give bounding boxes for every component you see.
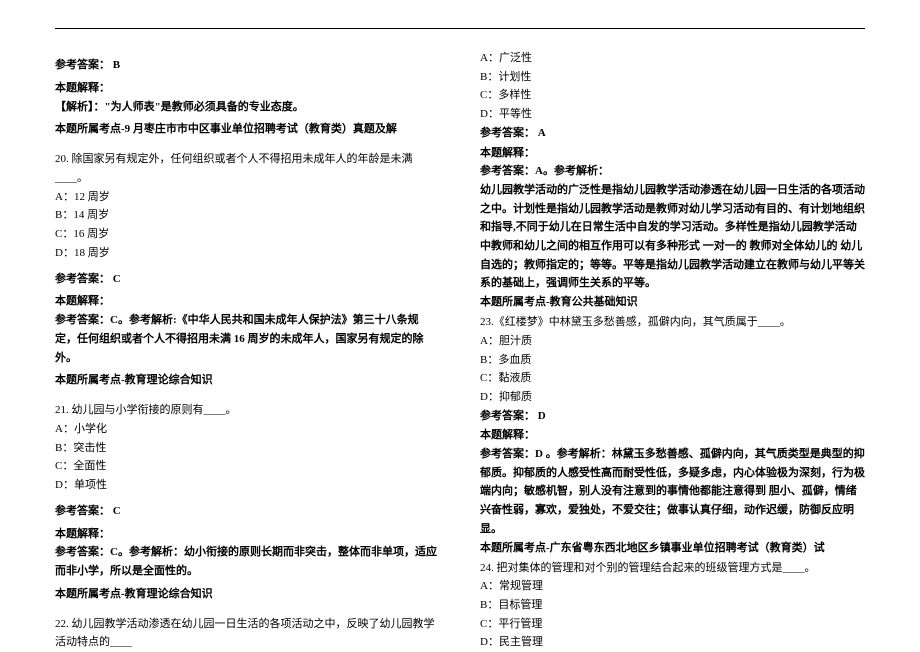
right-column: A：广泛性 B：计划性 C：多样性 D：平等性 参考答案： A 本题解释： 参考… xyxy=(480,49,865,652)
option-c: C：16 周岁 xyxy=(55,225,440,244)
question-22-options: A：广泛性 B：计划性 C：多样性 D：平等性 xyxy=(480,49,865,124)
explain-title: 本题解释： xyxy=(480,144,865,163)
explain-body: 参考答案：C。参考解析：幼小衔接的原则长期而非突击，整体而非单项，适应而非小学，… xyxy=(55,543,440,580)
question-stem: 24. 把对集体的管理和对个别的管理结合起来的班级管理方式是____。 xyxy=(480,559,865,578)
question-24: 24. 把对集体的管理和对个别的管理结合起来的班级管理方式是____。 A：常规… xyxy=(480,559,865,652)
option-a: A：广泛性 xyxy=(480,49,865,68)
option-d: D：18 周岁 xyxy=(55,244,440,263)
answer-20: 参考答案： C xyxy=(55,270,440,289)
option-b: B：计划性 xyxy=(480,68,865,87)
topic-19: 本题所属考点-9 月枣庄市市中区事业单位招聘考试（教育类）真题及解 xyxy=(55,120,440,139)
left-column: 参考答案： B 本题解释： 【解析】："为人师表"是教师必须具备的专业态度。 本… xyxy=(55,49,440,652)
option-d: D：单项性 xyxy=(55,476,440,495)
option-b: B：14 周岁 xyxy=(55,206,440,225)
option-d: D：抑郁质 xyxy=(480,388,865,407)
topic-20: 本题所属考点-教育理论综合知识 xyxy=(55,371,440,390)
answer-21: 参考答案： C xyxy=(55,502,440,521)
topic-21: 本题所属考点-教育理论综合知识 xyxy=(55,585,440,604)
option-a: A：12 周岁 xyxy=(55,188,440,207)
explain-title: 本题解释： xyxy=(55,292,440,311)
option-c: C：全面性 xyxy=(55,457,440,476)
page: 参考答案： B 本题解释： 【解析】："为人师表"是教师必须具备的专业态度。 本… xyxy=(55,49,865,652)
top-divider xyxy=(55,28,865,29)
explain-body: 参考答案：C。参考解析:《中华人民共和国未成年人保护法》第三十八条规定，任何组织… xyxy=(55,311,440,367)
option-d: D：平等性 xyxy=(480,105,865,124)
answer-value: B xyxy=(113,59,120,71)
explain-body-cont: 幼儿园教学活动的广泛性是指幼儿园教学活动渗透在幼儿园一日生活的各项活动之中。计划… xyxy=(480,181,865,293)
explain-body-line1: 参考答案：A。参考解析： xyxy=(480,162,865,181)
question-21: 21. 幼儿园与小学衔接的原则有____。 A：小学化 B：突击性 C：全面性 … xyxy=(55,401,440,494)
option-a: A：小学化 xyxy=(55,420,440,439)
answer-label: 参考答案： xyxy=(55,505,110,517)
answer-label: 参考答案： xyxy=(55,273,110,285)
option-b: B：突击性 xyxy=(55,439,440,458)
option-c: C：黏液质 xyxy=(480,369,865,388)
explain-body: 【解析】："为人师表"是教师必须具备的专业态度。 xyxy=(55,98,440,117)
option-a: A：常规管理 xyxy=(480,577,865,596)
question-22-stem: 22. 幼儿园教学活动渗透在幼儿园一日生活的各项活动之中，反映了幼儿园教学活动特… xyxy=(55,615,440,652)
question-stem: 21. 幼儿园与小学衔接的原则有____。 xyxy=(55,401,440,420)
answer-value: C xyxy=(113,273,121,285)
question-stem: 23.《红楼梦》中林黛玉多愁善感，孤僻内向，其气质属于____。 xyxy=(480,313,865,332)
answer-label: 参考答案： xyxy=(480,410,535,422)
answer-19: 参考答案： B xyxy=(55,56,440,75)
answer-22: 参考答案： A xyxy=(480,124,865,143)
answer-label: 参考答案： xyxy=(55,59,110,71)
topic-23: 本题所属考点-广东省粤东西北地区乡镇事业单位招聘考试（教育类）试 xyxy=(480,539,865,558)
explain-body: 参考答案：D 。参考解析：林黛玉多愁善感、孤僻内向，其气质类型是典型的抑郁质。抑… xyxy=(480,445,865,538)
explain-19: 本题解释： 【解析】："为人师表"是教师必须具备的专业态度。 xyxy=(55,79,440,116)
question-stem: 20. 除国家另有规定外，任何组织或者个人不得招用未成年人的年龄是未满____。 xyxy=(55,150,440,187)
answer-label: 参考答案： xyxy=(480,127,535,139)
explain-22: 本题解释： 参考答案：A。参考解析： 幼儿园教学活动的广泛性是指幼儿园教学活动渗… xyxy=(480,144,865,294)
answer-value: A xyxy=(538,127,546,139)
option-c: C：多样性 xyxy=(480,86,865,105)
answer-value: C xyxy=(113,505,121,517)
explain-title: 本题解释： xyxy=(55,525,440,544)
option-d: D：民主管理 xyxy=(480,633,865,652)
question-20: 20. 除国家另有规定外，任何组织或者个人不得招用未成年人的年龄是未满____。… xyxy=(55,150,440,262)
explain-title: 本题解释： xyxy=(480,426,865,445)
answer-value: D xyxy=(538,410,546,422)
explain-20: 本题解释： 参考答案：C。参考解析:《中华人民共和国未成年人保护法》第三十八条规… xyxy=(55,292,440,367)
option-b: B：目标管理 xyxy=(480,596,865,615)
option-a: A：胆汁质 xyxy=(480,332,865,351)
topic-22: 本题所属考点-教育公共基础知识 xyxy=(480,293,865,312)
question-23: 23.《红楼梦》中林黛玉多愁善感，孤僻内向，其气质属于____。 A：胆汁质 B… xyxy=(480,313,865,406)
explain-21: 本题解释： 参考答案：C。参考解析：幼小衔接的原则长期而非突击，整体而非单项，适… xyxy=(55,525,440,581)
explain-23: 本题解释： 参考答案：D 。参考解析：林黛玉多愁善感、孤僻内向，其气质类型是典型… xyxy=(480,426,865,538)
option-c: C：平行管理 xyxy=(480,615,865,634)
explain-title: 本题解释： xyxy=(55,79,440,98)
answer-23: 参考答案： D xyxy=(480,407,865,426)
option-b: B：多血质 xyxy=(480,351,865,370)
